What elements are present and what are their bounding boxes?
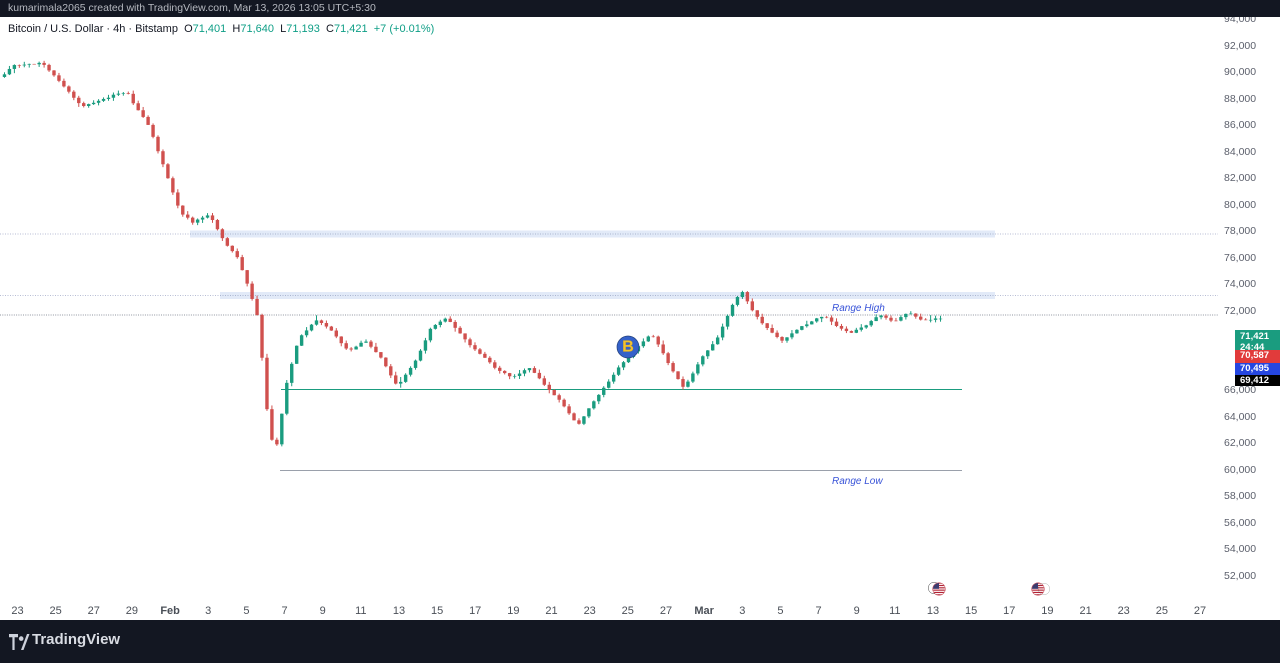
svg-text:B: B (622, 339, 634, 356)
